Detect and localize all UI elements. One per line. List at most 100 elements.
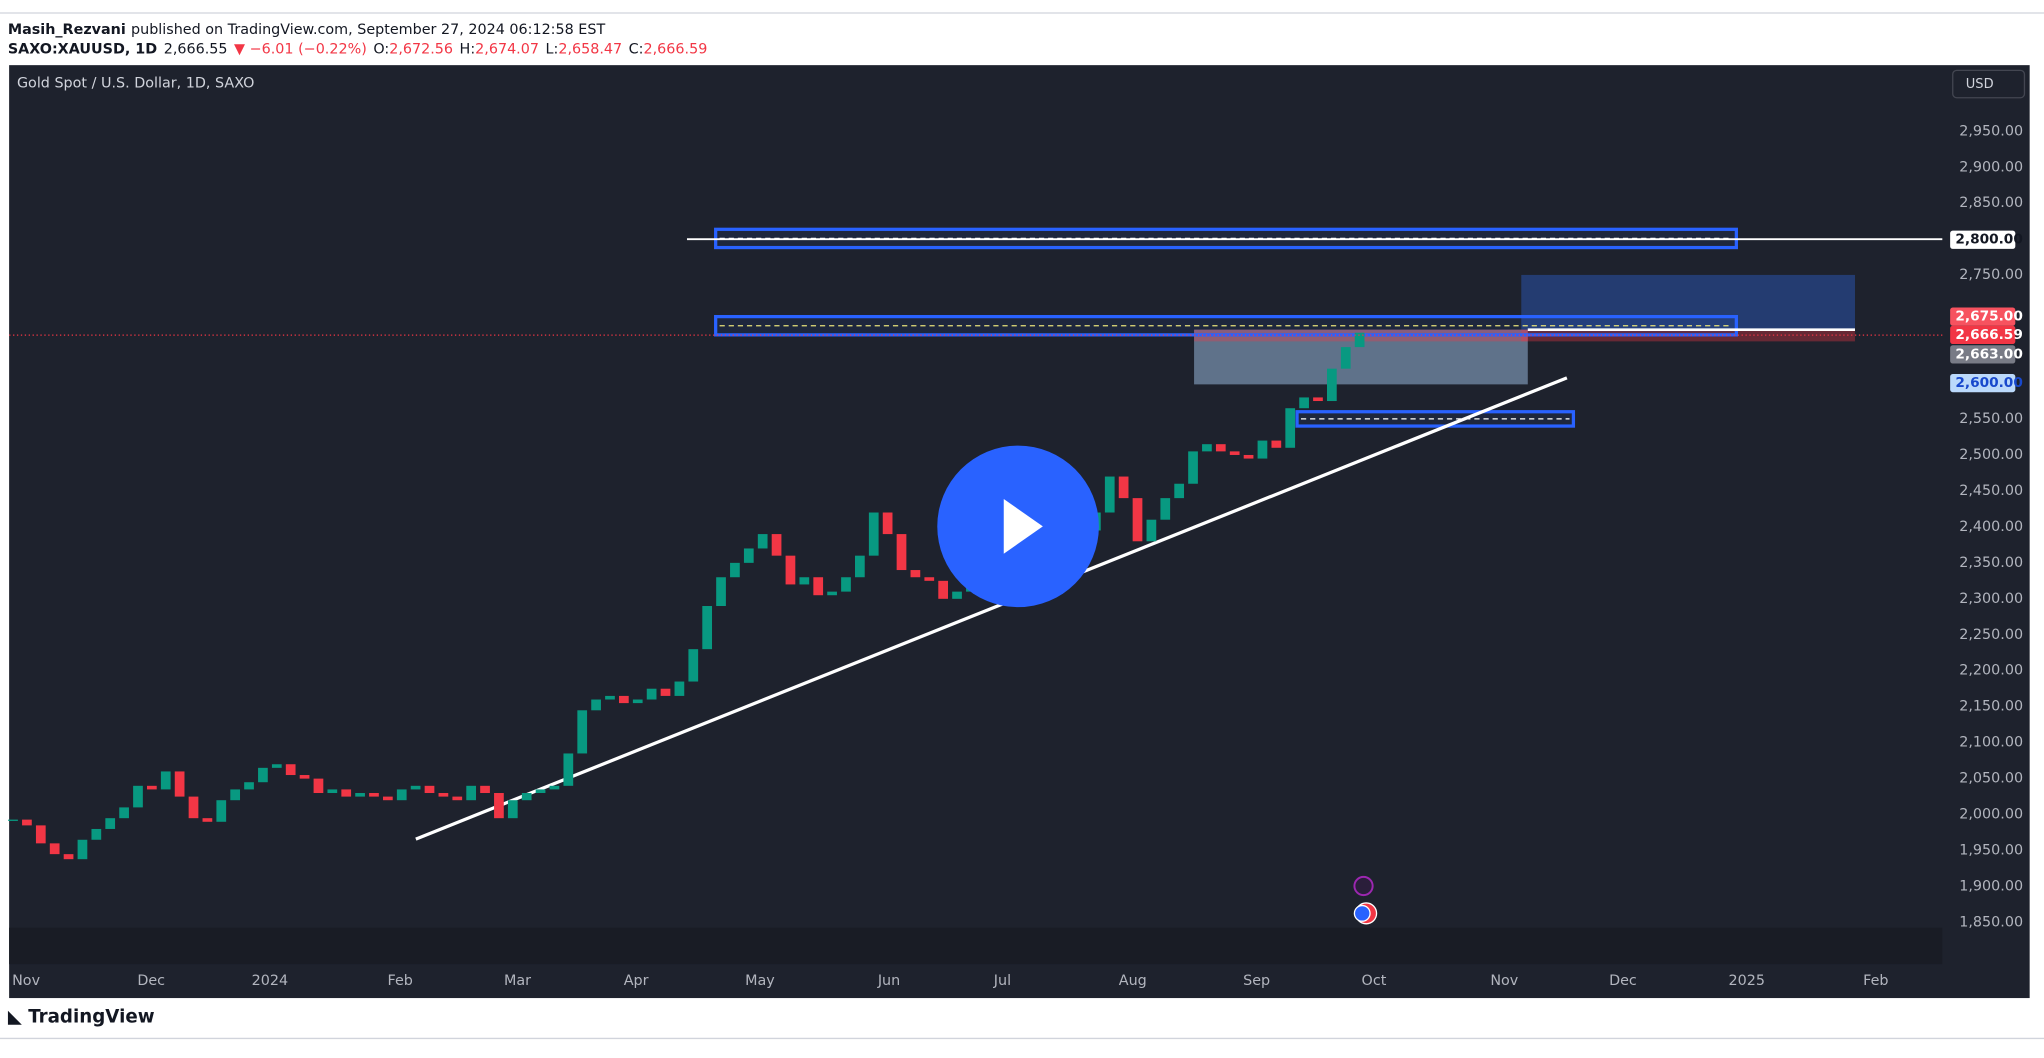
candle [160, 771, 171, 790]
x-tick-label: Nov [12, 973, 40, 989]
candle [119, 807, 129, 819]
candle [619, 695, 629, 704]
x-tick-label: 2024 [252, 973, 288, 989]
candle [424, 785, 435, 794]
candle [1132, 498, 1143, 542]
x-tick-label: Aug [1119, 973, 1147, 989]
level-box [1295, 410, 1576, 428]
candle [452, 796, 463, 801]
y-tick-label: 2,050.00 [1959, 771, 2023, 787]
candle [757, 534, 768, 549]
y-tick-label: 2,150.00 [1959, 699, 2023, 715]
candle [535, 789, 546, 794]
candle [271, 764, 282, 768]
y-tick-label: 2,500.00 [1959, 447, 2023, 463]
candle [244, 782, 254, 790]
candle [174, 771, 185, 797]
ohlc-value: 2,672.56 [389, 42, 453, 58]
y-tick-label: 1,900.00 [1959, 879, 2023, 895]
candle [1299, 397, 1309, 409]
candle [1327, 368, 1337, 402]
candle [494, 793, 504, 819]
candle [1243, 454, 1254, 459]
y-tick-label: 2,350.00 [1959, 555, 2023, 571]
y-tick-label: 2,550.00 [1959, 411, 2023, 427]
candle [49, 843, 60, 855]
price-label: 2,663.00 [1955, 346, 2022, 362]
candle [910, 570, 921, 578]
candle [105, 818, 116, 829]
x-tick-label: Feb [1863, 973, 1888, 989]
y-tick-label: 1,850.00 [1959, 914, 2023, 930]
candle [1313, 397, 1323, 402]
candle [1202, 444, 1212, 452]
lower-strip [9, 927, 1943, 965]
candle [188, 796, 199, 819]
candle [924, 577, 935, 581]
candle [577, 710, 588, 754]
candle [743, 548, 754, 563]
play-icon[interactable] [1003, 499, 1043, 554]
symbol-line: SAXO:XAUUSD, 1D 2,666.55 ▼ −6.01 (−0.22%) O… [8, 42, 708, 58]
candle [521, 793, 532, 801]
candle [8, 819, 18, 821]
candle [507, 800, 518, 819]
candle [147, 785, 157, 790]
candle [952, 591, 962, 599]
candle [799, 577, 810, 585]
candle [1118, 476, 1129, 499]
y-tick-label: 1,950.00 [1959, 843, 2023, 859]
candle [369, 793, 379, 797]
candle [216, 800, 227, 822]
brand: TradingView [28, 1007, 155, 1028]
candle [855, 555, 865, 578]
y-tick-label: 2,950.00 [1959, 123, 2023, 139]
candle [716, 577, 726, 607]
price-label-bg [1950, 373, 2016, 393]
candle [202, 818, 213, 822]
ohlc-value: 2,666.59 [644, 42, 708, 58]
candle [785, 555, 796, 585]
ohlc-key: H: [460, 42, 476, 58]
x-tick-label: Jun [877, 973, 900, 989]
y-tick-label: 2,000.00 [1959, 807, 2023, 823]
price-label-bg [1950, 345, 2016, 364]
candle [674, 681, 685, 696]
candle [1160, 498, 1171, 520]
candle [410, 785, 421, 790]
price-label-bg [1950, 230, 2016, 249]
candle [771, 534, 782, 556]
event-icon [1353, 904, 1371, 922]
price-label: 2,666.59 [1955, 327, 2022, 343]
change: ▼ −6.01 (−0.22%) [234, 42, 367, 58]
x-tick-label: Dec [1609, 973, 1637, 989]
y-tick-label: 2,400.00 [1959, 519, 2023, 535]
price-label-bg [1950, 325, 2016, 344]
plot: 1,850.00 1,900.00 1,950.00 2,000.00 2,050.00… [8, 123, 2023, 989]
candle [1271, 440, 1282, 448]
y-tick-label: 2,250.00 [1959, 627, 2023, 643]
price-label: 2,600.00 [1955, 375, 2022, 391]
candle [383, 796, 393, 801]
candle [133, 785, 143, 808]
event-icon [1353, 875, 1374, 897]
x-tick-label: Mar [504, 973, 531, 989]
candle [355, 793, 365, 797]
candle [660, 688, 671, 696]
candle [1188, 451, 1198, 484]
candle [730, 562, 740, 578]
last-price: 2,666.55 [164, 42, 228, 58]
published: published on TradingView.com, September … [131, 22, 605, 38]
x-tick-label: Feb [388, 973, 413, 989]
ohlc-key: C: [629, 42, 644, 58]
publish-line: Masih_Rezvani published on TradingView.co… [8, 22, 606, 38]
currency[interactable]: USD [1966, 77, 1994, 92]
candle [549, 785, 560, 790]
candle [341, 789, 352, 797]
x-tick-label: Sep [1243, 973, 1270, 989]
ohlc-key: L: [546, 42, 559, 58]
candle [1354, 332, 1365, 348]
candle [896, 534, 907, 571]
currency-button[interactable] [1952, 69, 2026, 99]
candle [813, 577, 824, 596]
